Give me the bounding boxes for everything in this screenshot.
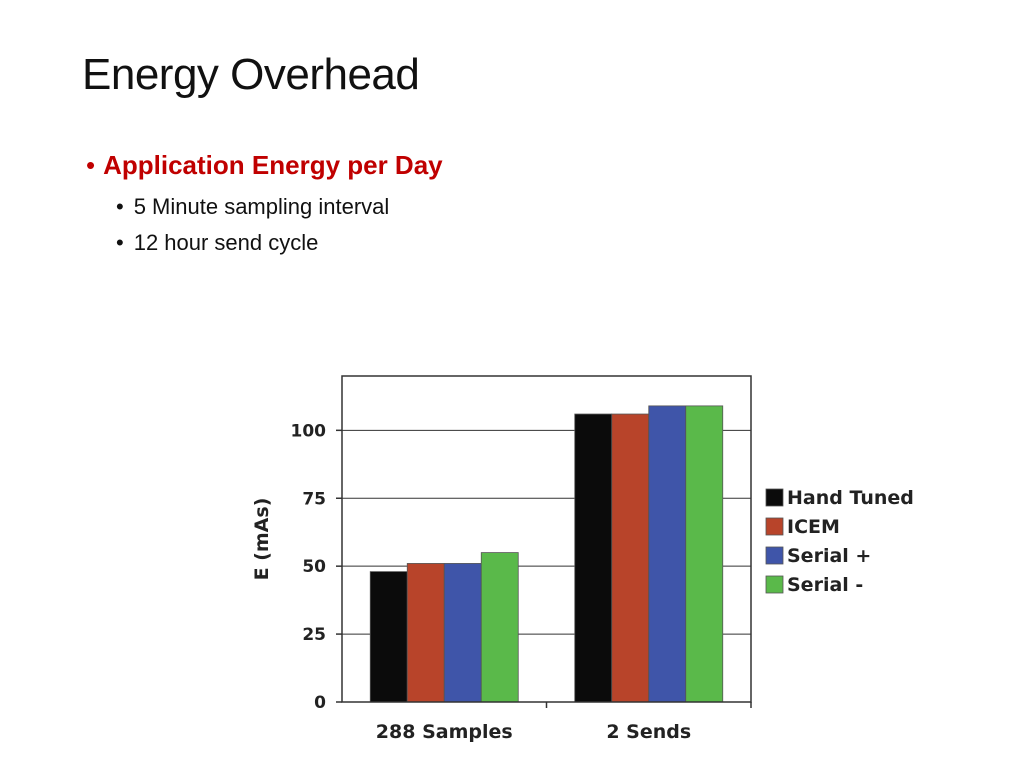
legend-label: ICEM: [787, 516, 840, 538]
sub-bullet-list: • 5 Minute sampling interval • 12 hour s…: [116, 189, 443, 261]
legend-swatch: [765, 517, 784, 536]
bar: [685, 405, 724, 703]
sub-bullet: • 5 Minute sampling interval: [116, 189, 443, 225]
bar: [648, 405, 687, 703]
sub-bullet: • 12 hour send cycle: [116, 225, 443, 261]
x-category-label: 2 Sends: [606, 721, 691, 743]
legend-label: Hand Tuned: [787, 487, 914, 509]
bar: [480, 552, 519, 703]
y-tick-label: 0: [314, 693, 326, 713]
bullet-marker: •: [116, 194, 124, 219]
bullet-marker: •: [116, 230, 124, 255]
y-tick-label: 50: [302, 557, 326, 577]
legend-swatch: [765, 546, 784, 565]
legend-swatch: [765, 488, 784, 507]
legend-label: Serial +: [787, 545, 871, 567]
bar: [369, 571, 408, 703]
y-tick-label: 100: [291, 421, 327, 441]
bullet-main: • Application Energy per Day: [86, 150, 443, 181]
y-axis-label: E (mAs): [251, 498, 273, 581]
bar: [406, 563, 445, 703]
bullet-list: • Application Energy per Day • 5 Minute …: [86, 150, 443, 261]
sub-bullet-text: 12 hour send cycle: [133, 230, 319, 255]
bullet-marker: •: [86, 150, 96, 180]
x-category-label: 288 Samples: [376, 721, 513, 743]
legend-swatch: [765, 575, 784, 594]
bar: [611, 413, 650, 703]
plot-frame: [341, 375, 752, 703]
bullet-main-text: Application Energy per Day: [103, 150, 443, 180]
sub-bullet-text: 5 Minute sampling interval: [133, 194, 390, 219]
bar: [574, 413, 613, 703]
y-tick-label: 25: [302, 625, 326, 645]
bar: [443, 563, 482, 703]
y-tick-label: 75: [302, 489, 326, 509]
slide-title: Energy Overhead: [82, 50, 420, 99]
legend-label: Serial -: [787, 574, 863, 596]
